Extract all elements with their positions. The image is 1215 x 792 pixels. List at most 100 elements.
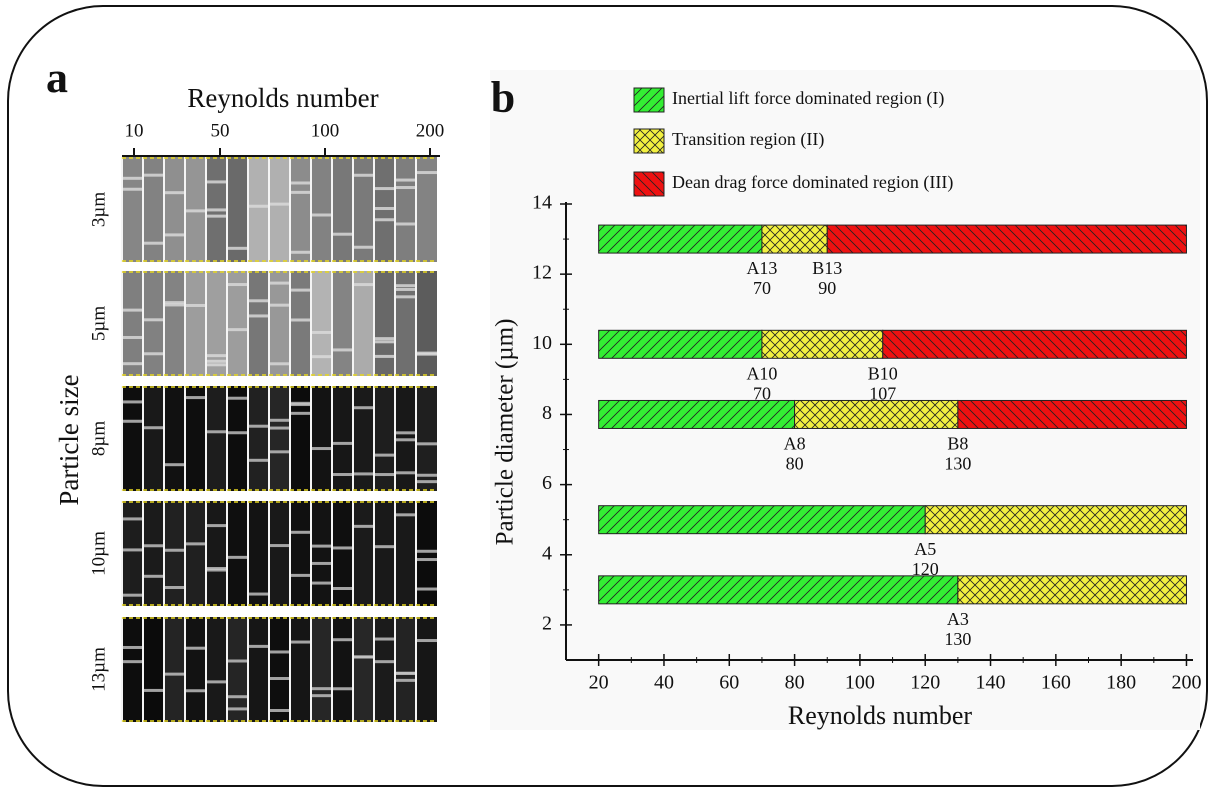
image-strip	[248, 386, 269, 491]
strip-divider	[163, 617, 165, 722]
legend-label: Inertial lift force dominated region (I)	[672, 88, 944, 109]
image-band	[185, 209, 206, 213]
image-strip	[290, 386, 311, 491]
annotation-value: 70	[753, 278, 771, 298]
image-strip	[122, 386, 143, 491]
image-band	[269, 544, 290, 548]
y-tick-label: 10	[532, 332, 552, 354]
strip-divider	[310, 386, 312, 491]
annotation-value: 130	[944, 454, 971, 474]
image-band	[122, 419, 143, 423]
image-strip	[143, 501, 164, 606]
strip-divider	[226, 386, 228, 491]
strip-divider	[394, 617, 396, 722]
image-strip	[185, 617, 206, 722]
annotation-value: 107	[869, 383, 896, 403]
image-strip	[395, 617, 416, 722]
strip-divider	[121, 617, 123, 722]
image-band	[122, 645, 143, 649]
legend-label: Dean drag force dominated region (III)	[672, 172, 953, 193]
image-strip	[164, 617, 185, 722]
strip-divider	[163, 386, 165, 491]
strip-divider	[289, 271, 291, 376]
strip-divider	[184, 386, 186, 491]
strip-divider	[289, 617, 291, 722]
bar-segment	[598, 329, 763, 359]
y-tick-label: 4	[542, 542, 552, 564]
image-strip	[353, 501, 374, 606]
image-band	[290, 181, 311, 185]
image-band	[164, 233, 185, 237]
row-label: 8µm	[88, 421, 109, 456]
image-band	[227, 431, 248, 435]
strip-divider	[373, 386, 375, 491]
column-label: 100	[311, 120, 340, 141]
image-band	[227, 695, 248, 699]
image-band	[206, 567, 227, 571]
bar-segment	[598, 399, 796, 429]
image-band	[353, 472, 374, 476]
image-band	[248, 424, 269, 428]
image-band	[374, 207, 395, 211]
image-strip	[185, 501, 206, 606]
image-strip	[269, 271, 290, 376]
column-label: 10	[125, 120, 144, 141]
image-strip	[164, 271, 185, 376]
image-band	[332, 546, 353, 550]
image-band	[290, 640, 311, 644]
image-band	[395, 186, 416, 190]
strip-divider	[289, 157, 291, 262]
bar-segment	[957, 399, 1187, 429]
bar-segment	[957, 575, 1187, 605]
image-band	[206, 354, 227, 358]
image-band	[395, 295, 416, 299]
strip-divider	[268, 271, 270, 376]
image-band	[416, 171, 437, 175]
image-band	[395, 471, 416, 475]
image-band	[227, 555, 248, 559]
image-strip	[227, 386, 248, 491]
image-strip	[206, 617, 227, 722]
image-strip	[269, 386, 290, 491]
image-band	[143, 426, 164, 430]
strip-divider	[121, 386, 123, 491]
x-tick-label: 140	[976, 672, 1006, 694]
axis-title: Reynolds number	[187, 83, 378, 113]
image-strip	[185, 386, 206, 491]
image-band	[311, 330, 332, 334]
x-tick-label: 100	[845, 672, 875, 694]
annotation-value: 70	[753, 383, 771, 403]
strip-divider	[226, 157, 228, 262]
bar-segment	[598, 505, 926, 535]
image-band	[311, 561, 332, 565]
image-band	[206, 214, 227, 218]
image-band	[290, 318, 311, 322]
image-band	[374, 218, 395, 222]
strip-divider	[310, 501, 312, 606]
strip-divider	[268, 617, 270, 722]
strip-divider	[331, 501, 333, 606]
axis-title: Particle size	[54, 374, 84, 505]
image-band	[143, 544, 164, 548]
strip-divider	[331, 617, 333, 722]
image-band	[122, 400, 143, 404]
image-band	[185, 646, 206, 650]
image-strip	[206, 271, 227, 376]
image-band	[248, 458, 269, 462]
strip-divider	[289, 386, 291, 491]
image-strip	[416, 617, 437, 722]
image-band	[374, 660, 395, 664]
image-strip	[290, 271, 311, 376]
image-band	[374, 545, 395, 549]
image-band	[206, 359, 227, 363]
image-band	[206, 524, 227, 528]
strip-divider	[373, 501, 375, 606]
strip-divider	[163, 501, 165, 606]
x-tick-label: 60	[719, 672, 739, 694]
strip-divider	[247, 157, 249, 262]
strip-divider	[121, 157, 123, 262]
panel-label: a	[46, 53, 68, 102]
image-band	[353, 655, 374, 659]
y-tick-label: 12	[532, 262, 552, 284]
column-label: 200	[416, 120, 445, 141]
